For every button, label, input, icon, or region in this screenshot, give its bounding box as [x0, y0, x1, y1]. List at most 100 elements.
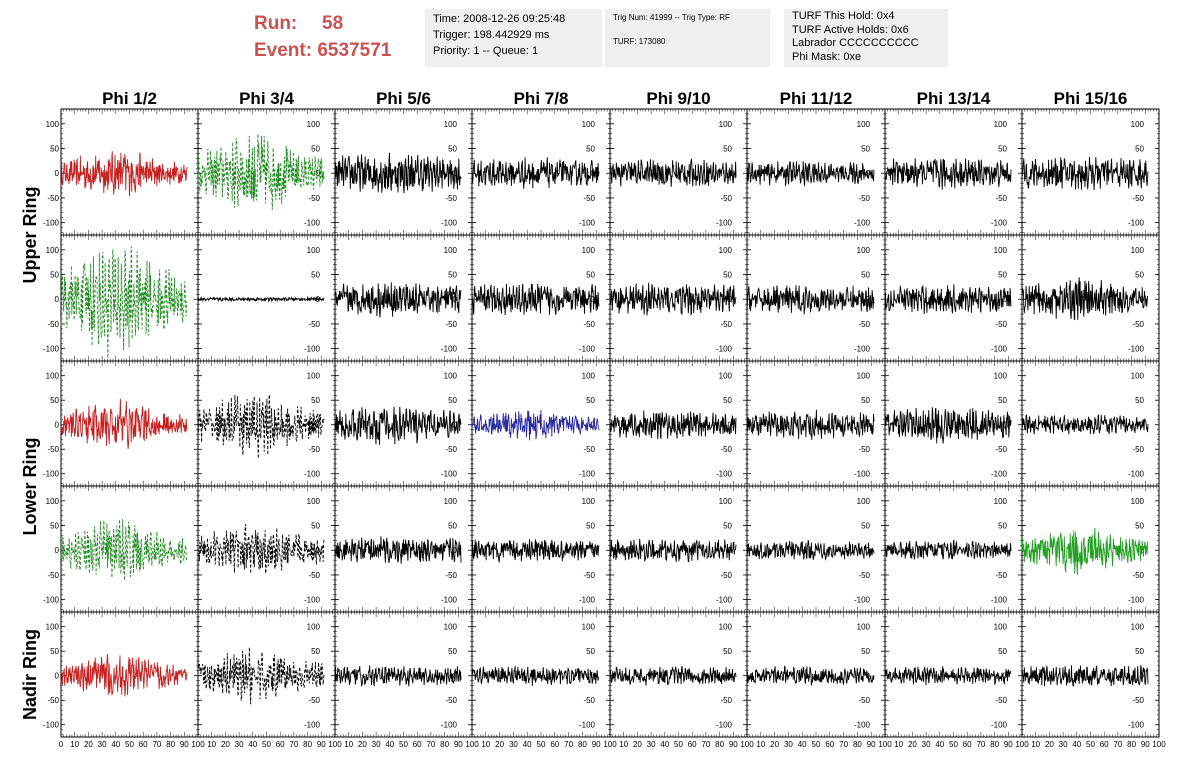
waveform-trace [60, 246, 188, 359]
y-tick-label: 50 [998, 145, 1007, 154]
waveform-trace [471, 409, 600, 441]
y-tick-label: 100 [994, 120, 1008, 129]
y-tick-label: -100 [1128, 345, 1145, 354]
panel-frame [60, 485, 199, 613]
y-tick-label: 100 [582, 246, 596, 255]
y-tick-label: 0 [866, 169, 871, 178]
y-tick-label: 100 [46, 497, 60, 506]
run-label: Run: [254, 13, 298, 34]
y-tick-label: 50 [998, 271, 1007, 280]
waveform-trace [197, 524, 325, 574]
y-tick-label: 100 [582, 497, 596, 506]
waveform-trace [746, 409, 875, 440]
y-tick-label: -100 [716, 345, 733, 354]
y-tick-label: -100 [43, 345, 60, 354]
y-tick-label: 50 [50, 396, 59, 405]
y-tick-label: 0 [453, 169, 458, 178]
waveform-trace [884, 284, 1012, 315]
y-tick-label: 50 [861, 522, 870, 531]
y-tick-label: -100 [579, 345, 596, 354]
y-tick-label: -50 [47, 571, 59, 580]
y-tick-label: 50 [448, 522, 457, 531]
y-tick-label: 50 [448, 145, 457, 154]
y-tick-label: 100 [994, 372, 1008, 381]
event-value: 6537571 [317, 40, 392, 61]
y-tick-label: -100 [43, 470, 60, 479]
waveform-trace [1021, 414, 1149, 435]
y-tick-label: -100 [43, 219, 60, 228]
y-tick-label: -50 [583, 445, 595, 454]
y-tick-label: -100 [854, 470, 871, 479]
y-tick-label: 100 [857, 120, 871, 129]
y-tick-label: 50 [586, 271, 595, 280]
y-tick-label: 100 [307, 372, 321, 381]
y-tick-label: -50 [308, 320, 320, 329]
y-tick-label: 50 [311, 522, 320, 531]
waveform-trace [197, 133, 325, 210]
y-tick-label: 50 [50, 522, 59, 531]
y-tick-label: 50 [861, 145, 870, 154]
y-tick-label: -100 [991, 470, 1008, 479]
run-line: Run: 58 [254, 10, 391, 37]
y-tick-label: 50 [1135, 271, 1144, 280]
y-tick-label: -100 [854, 345, 871, 354]
waveform-trace [884, 158, 1012, 190]
waveform-trace [471, 283, 600, 316]
y-tick-label: 100 [719, 246, 733, 255]
y-tick-label: 50 [1135, 396, 1144, 405]
y-tick-label: -50 [583, 320, 595, 329]
row-label-3: Nadir Ring [20, 629, 40, 720]
y-tick-label: -50 [47, 320, 59, 329]
y-tick-label: -50 [858, 445, 870, 454]
info-line: Time: 2008-12-26 09:25:48 [433, 13, 566, 25]
y-tick-label: 100 [582, 372, 596, 381]
y-tick-label: -100 [43, 596, 60, 605]
y-tick-label: -100 [716, 596, 733, 605]
run-value: 58 [322, 13, 344, 34]
info-line: Trigger: 198.442929 ms [433, 29, 550, 41]
y-tick-label: 100 [46, 120, 60, 129]
y-tick-label: -100 [579, 219, 596, 228]
column-header-4: Phi 7/8 [514, 89, 569, 108]
y-tick-label: -50 [720, 320, 732, 329]
y-tick-label: -50 [1132, 194, 1144, 203]
y-tick-label: -50 [445, 194, 457, 203]
y-tick-label: -50 [445, 571, 457, 580]
column-header-6: Phi 11/12 [780, 89, 853, 108]
y-tick-label: -100 [854, 596, 871, 605]
y-tick-label: -50 [308, 571, 320, 580]
y-tick-label: 50 [723, 271, 732, 280]
column-header-5: Phi 9/10 [646, 89, 710, 108]
info-line: Labrador CCCCCCCCCC [792, 37, 919, 49]
y-tick-label: -50 [47, 194, 59, 203]
y-tick-label: 100 [857, 497, 871, 506]
y-tick-label: -50 [858, 194, 870, 203]
y-tick-label: 50 [723, 522, 732, 531]
y-tick-label: 100 [307, 246, 321, 255]
waveform-trace [60, 519, 188, 581]
y-tick-label: -50 [445, 320, 457, 329]
y-tick-label: 50 [861, 396, 870, 405]
y-tick-label: 0 [453, 421, 458, 430]
waveform-trace [334, 282, 462, 318]
waveform-trace [1021, 156, 1149, 191]
y-tick-label: -50 [47, 445, 59, 454]
y-tick-label: 50 [1135, 145, 1144, 154]
y-tick-label: 0 [55, 169, 60, 178]
waveform-trace [471, 157, 600, 189]
y-tick-label: -100 [1128, 219, 1145, 228]
y-tick-label: 0 [55, 295, 60, 304]
y-tick-label: 100 [307, 120, 321, 129]
y-tick-label: -50 [720, 571, 732, 580]
waveform-trace [197, 394, 325, 459]
y-tick-label: 100 [857, 372, 871, 381]
y-tick-label: -100 [579, 596, 596, 605]
y-tick-label: 0 [55, 421, 60, 430]
y-tick-label: 50 [311, 396, 320, 405]
waveform-trace [60, 398, 188, 449]
y-tick-label: 50 [586, 145, 595, 154]
y-tick-label: -50 [720, 194, 732, 203]
y-tick-label: -50 [995, 194, 1007, 203]
y-tick-label: -50 [445, 445, 457, 454]
